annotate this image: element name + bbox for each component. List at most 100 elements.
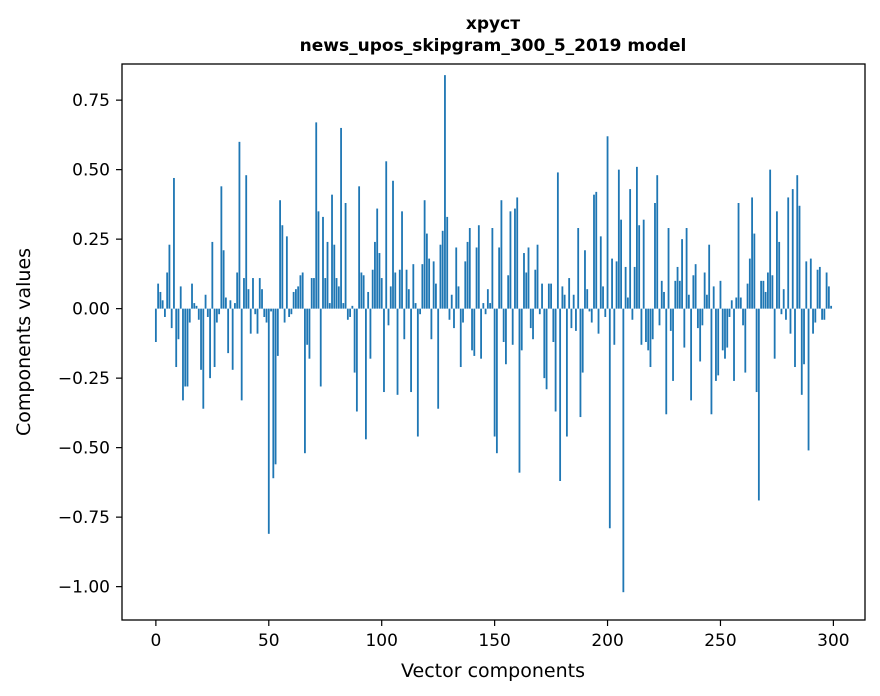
- bar: [317, 211, 320, 309]
- bar: [292, 291, 295, 309]
- bar: [197, 308, 200, 320]
- bar: [649, 308, 652, 368]
- bar: [380, 278, 383, 309]
- bar: [188, 308, 191, 323]
- bar: [744, 308, 747, 373]
- bar: [561, 286, 564, 309]
- bar: [437, 308, 440, 409]
- bar: [656, 175, 659, 309]
- bar: [428, 258, 431, 309]
- bar: [626, 297, 629, 309]
- bar: [599, 236, 602, 309]
- bar: [748, 258, 751, 309]
- bar: [353, 308, 356, 373]
- bar: [584, 250, 586, 309]
- y-tick-label: 0.75: [72, 91, 110, 111]
- bars-group: [154, 75, 833, 593]
- bar: [322, 216, 324, 309]
- x-tick-label: 300: [817, 631, 849, 651]
- bar: [175, 308, 178, 368]
- bar: [206, 308, 209, 317]
- bar: [536, 244, 539, 309]
- bar: [495, 308, 498, 454]
- bar: [346, 308, 349, 320]
- bar: [575, 308, 577, 331]
- bar: [276, 308, 279, 356]
- bar: [441, 230, 444, 309]
- bar: [263, 308, 266, 317]
- x-tick-label: 200: [591, 631, 623, 651]
- bar: [186, 308, 189, 387]
- bar: [410, 308, 412, 393]
- bar: [432, 261, 435, 309]
- bar: [796, 175, 799, 309]
- bar: [184, 308, 187, 387]
- bar: [787, 197, 790, 309]
- bar: [457, 286, 460, 309]
- bar: [182, 308, 184, 401]
- bar: [243, 278, 245, 309]
- bar: [177, 308, 180, 340]
- bar: [369, 308, 372, 359]
- bar: [446, 216, 449, 309]
- bar: [430, 308, 433, 340]
- bar: [374, 241, 376, 309]
- bar: [423, 200, 426, 309]
- bar: [663, 291, 665, 309]
- bar: [385, 161, 388, 309]
- bar: [471, 308, 473, 351]
- bar: [283, 308, 286, 323]
- bar: [285, 236, 288, 309]
- bar: [265, 308, 268, 323]
- bar: [568, 278, 571, 309]
- bar: [766, 272, 769, 309]
- bar: [215, 308, 218, 323]
- bar: [658, 308, 661, 326]
- bar: [328, 303, 331, 309]
- bar: [726, 308, 729, 348]
- bar: [245, 175, 248, 309]
- bar: [690, 308, 693, 401]
- bar: [636, 166, 638, 309]
- bar: [439, 244, 442, 309]
- bar: [229, 300, 232, 309]
- bar: [507, 275, 510, 309]
- bar: [606, 136, 609, 309]
- bar: [462, 308, 464, 323]
- bar: [261, 289, 263, 309]
- bar: [532, 308, 534, 340]
- bar: [473, 308, 476, 356]
- bar: [593, 194, 595, 309]
- bar: [755, 308, 758, 393]
- bar: [200, 308, 202, 370]
- bar: [572, 294, 575, 309]
- bar: [620, 219, 622, 309]
- bar: [708, 244, 711, 309]
- bar: [712, 286, 715, 309]
- bar: [288, 308, 291, 317]
- bar: [615, 261, 618, 309]
- bar: [306, 308, 309, 345]
- bar: [195, 305, 198, 309]
- bar: [376, 208, 379, 309]
- bar: [484, 308, 487, 315]
- bar: [554, 308, 557, 412]
- bar: [803, 308, 805, 365]
- y-tick-label: −0.75: [58, 508, 110, 528]
- bar: [541, 283, 543, 309]
- bar: [383, 308, 385, 393]
- bar: [791, 189, 794, 309]
- bar: [304, 308, 306, 454]
- bar: [362, 275, 365, 309]
- bar: [477, 225, 480, 309]
- bar: [825, 272, 828, 309]
- bar: [604, 308, 607, 317]
- bar: [337, 286, 340, 309]
- bar: [435, 283, 437, 309]
- bar: [193, 303, 196, 309]
- bar: [785, 308, 787, 320]
- bar: [579, 308, 582, 418]
- bar: [493, 308, 496, 437]
- bar: [798, 205, 801, 309]
- bar: [371, 269, 374, 309]
